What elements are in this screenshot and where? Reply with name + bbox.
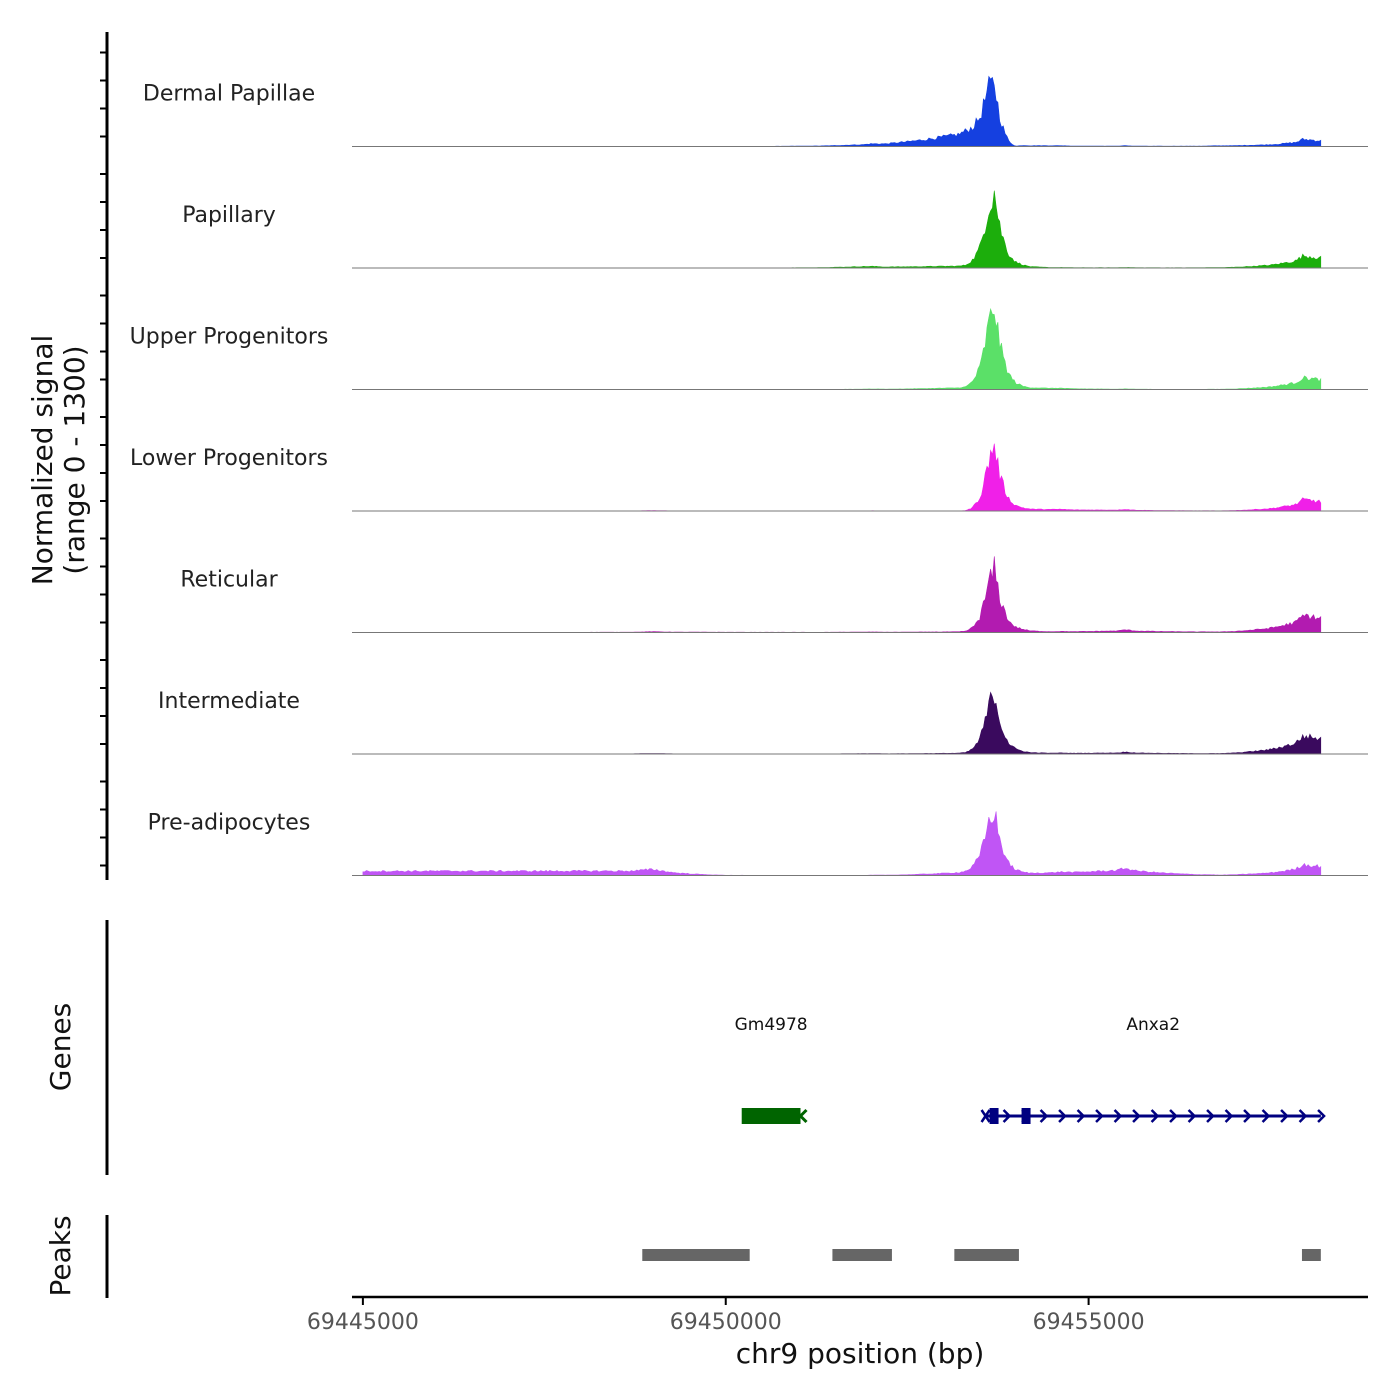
signal-area-upper-progenitors [362, 307, 1322, 390]
gene-exon-anxa2 [1021, 1108, 1031, 1124]
track-label-upper-progenitors: Upper Progenitors [130, 325, 329, 350]
track-dermal-papillae: Dermal Papillae [100, 51, 1368, 147]
signal-tracks: Dermal Papillae Papillary Upper Progenitor… [100, 51, 1368, 876]
gene-label-gm4978: Gm4978 [735, 1015, 808, 1035]
gene-anxa2: Anxa2 [980, 1015, 1326, 1124]
x-tick-label: 69455000 [1033, 1310, 1145, 1335]
gene-strand-arrow [1076, 1109, 1086, 1123]
signal-area-reticular [362, 556, 1322, 633]
gene-start-mark [980, 1109, 991, 1123]
gene-strand-arrow [1039, 1109, 1049, 1123]
gene-strand-arrow [1021, 1109, 1030, 1123]
peak-region-4 [1301, 1249, 1321, 1261]
peaks-panel-title: Peaks [44, 1215, 77, 1296]
peak-region-2 [832, 1249, 892, 1261]
x-ticks: 69445000 69450000 69455000 [307, 1297, 1145, 1335]
track-label-papillary: Papillary [182, 203, 276, 228]
gene-track: Gm4978 Anxa2 [735, 1015, 1326, 1124]
x-tick-label: 69445000 [307, 1310, 419, 1335]
signal-area-lower-progenitors [362, 443, 1322, 512]
track-intermediate: Intermediate [100, 659, 1368, 755]
track-label-pre-adipocytes: Pre-adipocytes [148, 811, 311, 836]
track-upper-progenitors: Upper Progenitors [100, 294, 1368, 390]
gene-strand-arrow [1243, 1109, 1252, 1123]
gene-strand-arrow [1113, 1109, 1123, 1123]
gene-strand-arrow [1132, 1109, 1141, 1123]
peak-region-3 [954, 1249, 1019, 1261]
gene-label-anxa2: Anxa2 [1126, 1015, 1180, 1035]
gene-strand-arrow [1298, 1109, 1308, 1123]
track-label-dermal-papillae: Dermal Papillae [143, 82, 315, 107]
gene-exon-gm4978 [741, 1108, 801, 1124]
track-lower-progenitors: Lower Progenitors [100, 416, 1368, 512]
gene-strand-arrow [1095, 1109, 1104, 1123]
gene-strand-arrow [1169, 1109, 1178, 1123]
signal-area-intermediate [362, 691, 1322, 755]
gene-gm4978: Gm4978 [735, 1015, 808, 1124]
peak-track [642, 1249, 1321, 1261]
track-label-intermediate: Intermediate [158, 689, 300, 714]
gene-exon-anxa2 [989, 1108, 999, 1124]
signal-area-dermal-papillae [362, 75, 1322, 147]
track-pre-adipocytes: Pre-adipocytes [100, 780, 1368, 876]
gene-strand-arrow [1206, 1109, 1215, 1123]
gene-strand-arrow [798, 1108, 808, 1124]
gene-strand-arrow [1224, 1109, 1234, 1123]
track-reticular: Reticular [100, 537, 1368, 633]
gene-strand-arrow [1261, 1109, 1271, 1123]
signal-area-papillary [362, 190, 1322, 269]
signal-area-pre-adipocytes [362, 811, 1322, 876]
gene-strand-arrow [1150, 1109, 1160, 1123]
track-papillary: Papillary [100, 173, 1368, 269]
peak-region-1 [642, 1249, 750, 1261]
gene-strand-arrow [1002, 1109, 1012, 1123]
track-label-lower-progenitors: Lower Progenitors [130, 446, 328, 471]
x-tick-label: 69450000 [670, 1310, 782, 1335]
x-axis-title: chr9 position (bp) [736, 1337, 985, 1370]
gene-strand-arrow [1280, 1109, 1289, 1123]
y-axis-title-line1: Normalized signal [26, 335, 59, 586]
track-label-reticular: Reticular [180, 568, 278, 593]
genes-panel-title: Genes [44, 1003, 77, 1091]
gene-strand-arrow [1058, 1109, 1067, 1123]
gene-strand-arrow [1317, 1109, 1326, 1123]
gene-strand-arrow [1187, 1109, 1197, 1123]
y-axis-title-line2: (range 0 - 1300) [58, 345, 91, 574]
